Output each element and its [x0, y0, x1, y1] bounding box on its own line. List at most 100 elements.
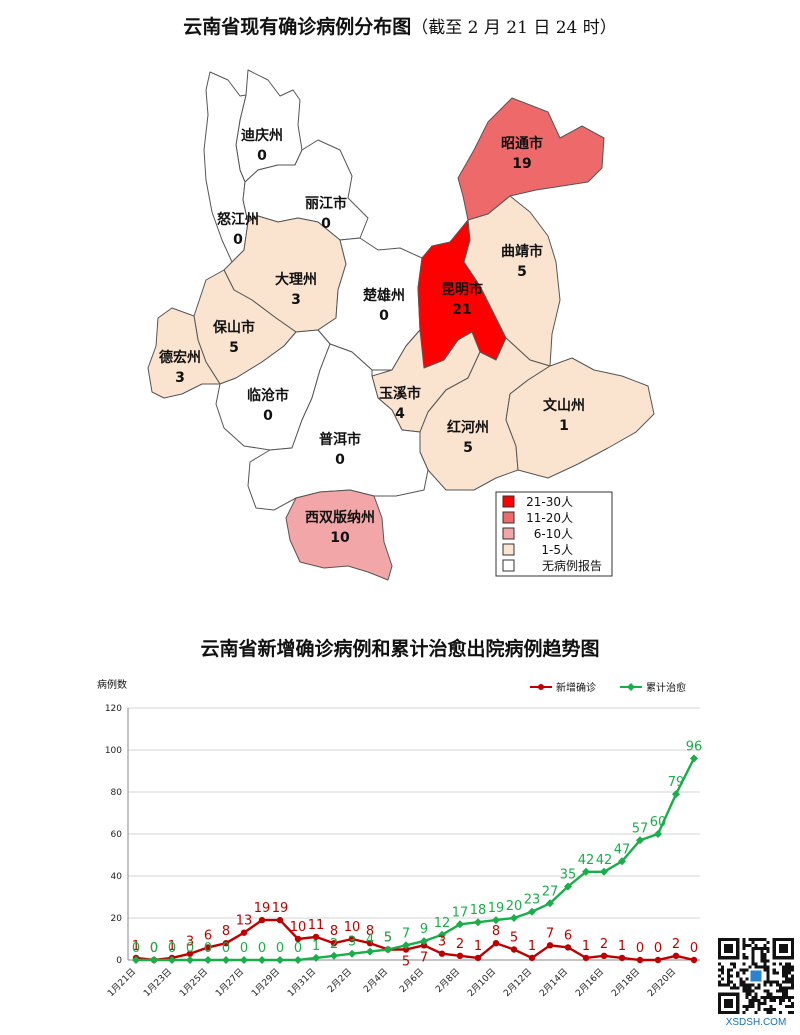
qr-module [751, 959, 755, 963]
qr-module [754, 947, 758, 951]
point-cured [312, 953, 320, 962]
point-new-cases [420, 942, 428, 949]
qr-module [751, 998, 755, 1002]
point-cured [276, 956, 284, 964]
point-new-cases [438, 950, 446, 957]
qr-module [790, 977, 794, 981]
point-cured [348, 949, 356, 958]
data-label-new-cases: 1 [168, 939, 176, 954]
qr-module [775, 989, 779, 993]
data-label-cured: 7 [402, 926, 410, 941]
region-value-honghe: 5 [463, 440, 473, 456]
qr-module [730, 962, 734, 966]
qr-module [757, 1004, 761, 1008]
point-new-cases [456, 952, 464, 959]
data-label-new-cases: 1 [582, 939, 590, 954]
y-tick-label: 40 [111, 872, 123, 882]
qr-module [742, 980, 746, 984]
y-tick-label: 0 [116, 956, 122, 966]
data-label-new-cases: 8 [492, 924, 500, 939]
y-tick-label: 20 [111, 914, 123, 924]
data-label-cured: 9 [420, 922, 428, 937]
qr-module [742, 947, 746, 951]
legend-label-1-5: 1-5人 [541, 543, 573, 557]
y-tick-label: 80 [111, 788, 123, 798]
point-cured [366, 947, 374, 956]
x-tick-label: 1月21日 [105, 966, 138, 999]
legend-swatch-1-5 [502, 543, 515, 556]
qr-module [733, 986, 737, 990]
region-value-puer: 0 [335, 452, 345, 468]
qr-module [721, 983, 725, 987]
region-shape-dehong[interactable] [147, 307, 221, 399]
qr-module [748, 944, 752, 948]
region-shape-xishuangbanna[interactable] [285, 489, 393, 581]
qr-module [742, 941, 746, 945]
region-value-zhaotong: 19 [512, 156, 531, 172]
data-label-cured: 60 [650, 815, 667, 830]
qr-module [733, 983, 737, 987]
region-value-nujiang: 0 [233, 232, 243, 248]
qr-module [748, 992, 752, 996]
y-tick-label: 120 [105, 704, 122, 714]
qr-module [760, 959, 764, 963]
qr-module [787, 998, 791, 1002]
x-tick-label: 2月18日 [609, 966, 642, 999]
qr-module [742, 953, 746, 957]
qr-module [766, 959, 770, 963]
qr-module [748, 986, 752, 990]
region-value-kunming: 21 [452, 302, 471, 318]
qr-module [790, 974, 794, 978]
x-tick-label: 1月29日 [249, 966, 282, 999]
data-label-new-cases: 1 [132, 939, 140, 954]
legend-label-cured: 累计治愈 [646, 681, 686, 694]
qr-module [781, 992, 785, 996]
region-shape-zhaotong[interactable] [457, 97, 605, 221]
legend-swatch-6-10 [502, 527, 515, 540]
qr-module [754, 986, 758, 990]
point-new-cases [582, 954, 590, 962]
data-label-cured: 20 [506, 899, 523, 914]
qr-module [757, 983, 761, 987]
qr-module [790, 980, 794, 984]
qr-module [766, 950, 770, 954]
qr-module [778, 1001, 782, 1005]
data-label-new-cases: 0 [636, 941, 644, 956]
x-tick-label: 2月2日 [326, 966, 355, 995]
qr-module [778, 998, 782, 1002]
y-tick-label: 100 [105, 746, 122, 756]
region-name-diqing: 迪庆州 [241, 127, 283, 144]
qr-module [730, 968, 734, 972]
grid-lines [127, 707, 700, 961]
qr-module [760, 965, 764, 969]
qr-module [733, 962, 737, 966]
qr-module [751, 947, 755, 951]
x-tick-label: 1月31日 [285, 966, 318, 999]
qr-module [757, 998, 761, 1002]
qr-module [781, 971, 785, 975]
qr-module [745, 986, 749, 990]
qr-module [772, 968, 776, 972]
qr-module [742, 986, 746, 990]
qr-module [727, 974, 731, 978]
point-new-cases [492, 940, 500, 947]
qr-module [787, 971, 791, 975]
qr-module [742, 1010, 746, 1014]
region-name-chuxiong: 楚雄州 [362, 287, 405, 304]
point-new-cases [690, 956, 698, 964]
region-value-baoshan: 5 [229, 340, 239, 356]
region-shape-qujing[interactable] [463, 195, 561, 367]
qr-module [766, 968, 770, 972]
qr-module [784, 968, 788, 972]
qr-module [727, 977, 731, 981]
qr-module [739, 968, 743, 972]
data-label-new-cases: 10 [344, 920, 361, 935]
qr-module [790, 1001, 794, 1005]
region-shape-wenshan[interactable] [505, 357, 655, 479]
chart-legend: 新增确诊 累计治愈 [530, 681, 686, 694]
qr-module [754, 962, 758, 966]
qr-module [772, 995, 776, 999]
point-new-cases [528, 954, 536, 962]
